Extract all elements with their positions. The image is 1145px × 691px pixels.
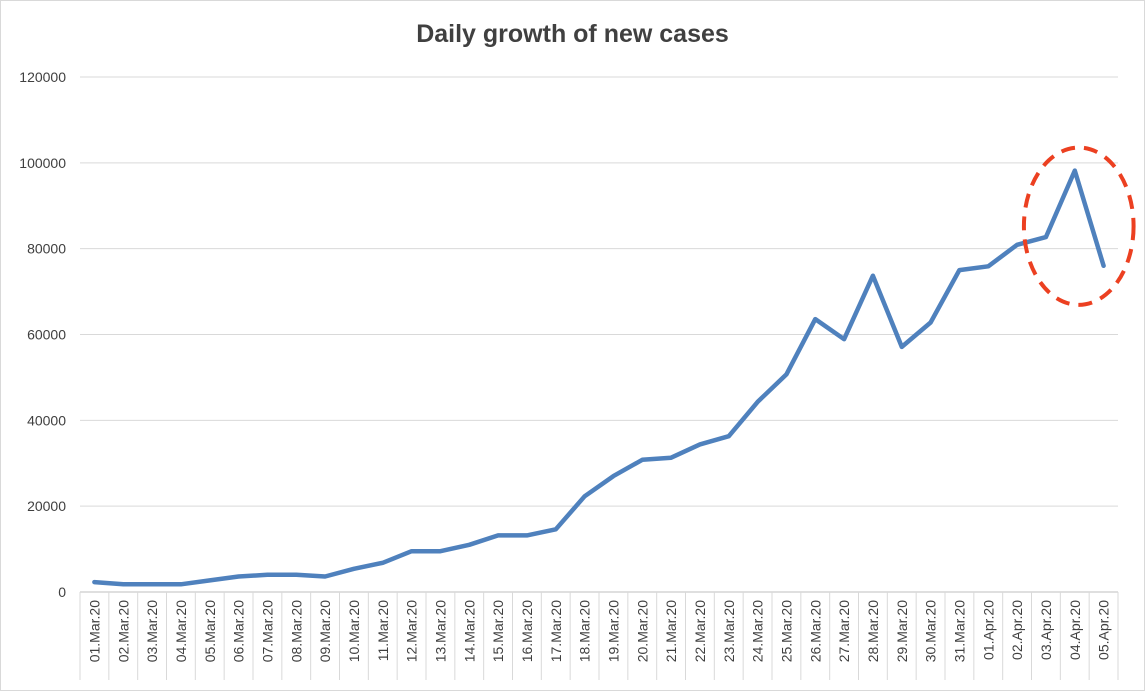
x-tick-label: 12.Mar.20 — [404, 600, 420, 662]
x-tick-label: 20.Mar.20 — [634, 600, 650, 662]
x-tick-label: 05.Mar.20 — [202, 600, 218, 662]
x-tick-label: 18.Mar.20 — [577, 600, 593, 662]
y-tick-label: 100000 — [19, 155, 66, 171]
x-tick-label: 10.Mar.20 — [346, 600, 362, 662]
chart-title: Daily growth of new cases — [416, 20, 729, 48]
y-tick-label: 120000 — [19, 69, 66, 85]
x-tick-label: 28.Mar.20 — [865, 600, 881, 662]
x-tick-label: 02.Mar.20 — [115, 600, 131, 662]
x-tick-label: 13.Mar.20 — [432, 600, 448, 662]
gridlines — [80, 76, 1118, 507]
x-tick-label: 05.Apr.20 — [1096, 600, 1112, 660]
y-tick-label: 80000 — [27, 241, 66, 257]
x-tick-label: 02.Apr.20 — [1009, 600, 1025, 660]
x-tick-label: 24.Mar.20 — [750, 600, 766, 662]
y-tick-label: 20000 — [27, 498, 66, 514]
x-tick-label: 26.Mar.20 — [807, 600, 823, 662]
x-tick-label: 03.Mar.20 — [144, 600, 160, 662]
x-tick-label: 07.Mar.20 — [259, 600, 275, 662]
x-tick-label: 19.Mar.20 — [605, 600, 621, 662]
x-tick-label: 16.Mar.20 — [519, 600, 535, 662]
x-tick-label: 04.Apr.20 — [1067, 600, 1083, 660]
x-tick-label: 23.Mar.20 — [721, 600, 737, 662]
y-tick-label: 0 — [58, 584, 66, 600]
x-tick-label: 29.Mar.20 — [894, 600, 910, 662]
series-line — [92, 168, 1106, 587]
x-tick-label: 09.Mar.20 — [317, 600, 333, 662]
y-axis-ticks: 0 20000 40000 60000 80000 100000 120000 — [19, 69, 66, 600]
x-tick-label: 03.Apr.20 — [1038, 600, 1054, 660]
x-tick-label: 17.Mar.20 — [548, 600, 564, 662]
x-tick-label: 04.Mar.20 — [173, 600, 189, 662]
series-lines — [92, 168, 1106, 587]
x-tick-label: 14.Mar.20 — [461, 600, 477, 662]
x-tick-label: 21.Mar.20 — [663, 600, 679, 662]
x-tick-label: 30.Mar.20 — [923, 600, 939, 662]
y-tick-label: 40000 — [27, 412, 66, 428]
x-tick-label: 25.Mar.20 — [778, 600, 794, 662]
x-tick-label: 01.Mar.20 — [86, 600, 102, 662]
x-tick-label: 22.Mar.20 — [692, 600, 708, 662]
x-tick-label: 27.Mar.20 — [836, 600, 852, 662]
x-tick-label: 15.Mar.20 — [490, 600, 506, 662]
annotation-circle — [1021, 145, 1136, 307]
x-tick-label: 06.Mar.20 — [231, 600, 247, 662]
y-tick-label: 60000 — [27, 327, 66, 343]
x-tick-label: 11.Mar.20 — [375, 600, 391, 661]
annotations — [1021, 145, 1136, 307]
x-tick-label: 08.Mar.20 — [288, 600, 304, 662]
x-axis: 01.Mar.20 02.Mar.20 03.Mar.20 04.Mar.20 05.M… — [79, 591, 1119, 680]
x-tick-label: 01.Apr.20 — [980, 600, 996, 660]
x-tick-label: 31.Mar.20 — [951, 600, 967, 662]
